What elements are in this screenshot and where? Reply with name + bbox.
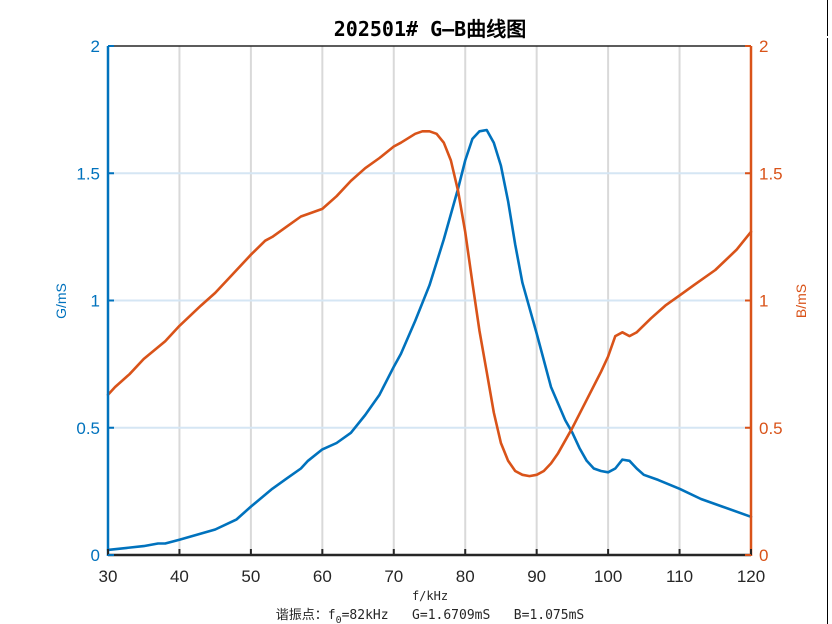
annotation-prefix: 谐振点：f <box>276 608 336 623</box>
x-tick-label: 110 <box>666 567 693 586</box>
left-y-axis-label: G/mS <box>53 283 69 319</box>
x-axis-ticks: 30 40 50 60 70 80 90 100 110 120 <box>99 549 765 586</box>
window-edge-gap <box>827 36 828 38</box>
grid-lines <box>108 46 751 555</box>
x-axis-label: f/kHz <box>412 589 448 603</box>
x-tick-label: 40 <box>170 567 189 586</box>
annotation-subscript: 0 <box>336 615 342 624</box>
x-tick-label: 60 <box>313 567 332 586</box>
plot-series <box>106 128 753 552</box>
left-y-tick-label: 0.5 <box>76 419 100 438</box>
right-y-tick-label: 2 <box>759 37 768 56</box>
x-tick-label: 90 <box>527 567 546 586</box>
right-y-axis-ticks: 0 0.5 1 1.5 2 <box>745 37 783 565</box>
right-y-tick-label: 1 <box>759 292 768 311</box>
x-tick-label: 100 <box>594 567 622 586</box>
right-y-tick-label: 1.5 <box>759 164 783 183</box>
axes <box>106 45 753 557</box>
left-y-axis-ticks: 0 0.5 1 1.5 2 <box>76 37 114 565</box>
series-G-line <box>106 128 753 552</box>
right-y-tick-label: 0 <box>759 546 768 565</box>
x-tick-label: 70 <box>384 567 403 586</box>
left-y-tick-label: 1.5 <box>76 164 100 183</box>
left-y-tick-label: 0 <box>91 546 100 565</box>
x-tick-label: 30 <box>99 567 118 586</box>
x-tick-label: 80 <box>456 567 475 586</box>
chart-title: 202501# G—B曲线图 <box>334 17 526 41</box>
annotation-values: =82kHz G=1.6709mS B=1.075mS <box>342 608 585 623</box>
right-y-axis-label: B/mS <box>793 284 809 318</box>
x-tick-label: 120 <box>737 567 765 586</box>
right-y-tick-label: 0.5 <box>759 419 783 438</box>
x-tick-label: 50 <box>241 567 260 586</box>
left-y-tick-label: 2 <box>91 37 100 56</box>
left-y-tick-label: 1 <box>91 292 100 311</box>
window-edge-line <box>827 0 828 624</box>
series-B-line <box>106 130 753 478</box>
resonance-annotation: 谐振点：f0=82kHz G=1.6709mS B=1.075mS <box>276 608 585 624</box>
